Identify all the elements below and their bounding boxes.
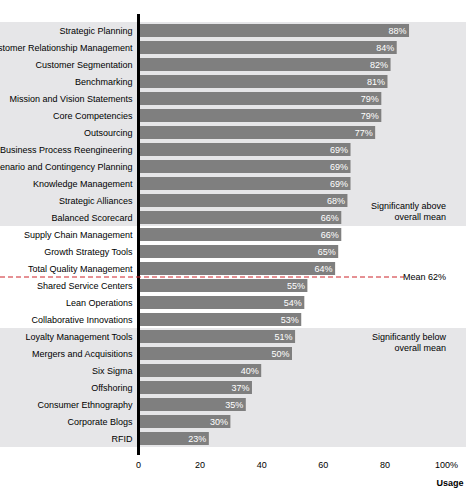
svg-text:84%: 84%: [376, 43, 394, 53]
svg-text:0: 0: [136, 460, 141, 470]
svg-text:Strategic Alliances: Strategic Alliances: [59, 196, 133, 206]
svg-text:Benchmarking: Benchmarking: [75, 77, 133, 87]
svg-text:82%: 82%: [370, 60, 388, 70]
svg-text:Growth Strategy Tools: Growth Strategy Tools: [44, 247, 133, 257]
svg-text:Collaborative Innovations: Collaborative Innovations: [31, 315, 133, 325]
svg-text:51%: 51%: [275, 332, 293, 342]
svg-text:Mergers and Acquisitions: Mergers and Acquisitions: [32, 349, 133, 359]
svg-text:Consumer Ethnography: Consumer Ethnography: [37, 400, 133, 410]
svg-text:50%: 50%: [271, 349, 289, 359]
svg-text:37%: 37%: [231, 383, 249, 393]
svg-text:53%: 53%: [281, 315, 299, 325]
svg-text:66%: 66%: [321, 230, 339, 240]
svg-text:23%: 23%: [188, 434, 206, 444]
svg-text:Six Sigma: Six Sigma: [92, 366, 133, 376]
svg-text:Usage: Usage: [436, 478, 463, 488]
svg-text:66%: 66%: [321, 213, 339, 223]
svg-text:20: 20: [195, 460, 205, 470]
svg-text:69%: 69%: [330, 145, 348, 155]
svg-text:54%: 54%: [284, 298, 302, 308]
svg-text:77%: 77%: [355, 128, 373, 138]
svg-text:40: 40: [257, 460, 267, 470]
svg-text:80: 80: [380, 460, 390, 470]
svg-text:69%: 69%: [330, 179, 348, 189]
svg-text:69%: 69%: [330, 162, 348, 172]
svg-text:81%: 81%: [367, 77, 385, 87]
svg-text:Mean 62%: Mean 62%: [403, 272, 446, 282]
svg-text:Significantly belowoverall mea: Significantly belowoverall mean: [372, 332, 447, 353]
svg-text:Strategic Planning: Strategic Planning: [59, 26, 132, 36]
svg-text:RFID: RFID: [112, 434, 133, 444]
svg-text:55%: 55%: [287, 281, 305, 291]
svg-text:Lean Operations: Lean Operations: [66, 298, 133, 308]
svg-text:Balanced Scorecard: Balanced Scorecard: [51, 213, 132, 223]
svg-text:Shared Service Centers: Shared Service Centers: [37, 281, 133, 291]
svg-text:35%: 35%: [225, 400, 243, 410]
svg-text:Customer Relationship Manageme: Customer Relationship Management: [0, 43, 133, 53]
svg-text:68%: 68%: [327, 196, 345, 206]
svg-text:Mission and Vision Statements: Mission and Vision Statements: [10, 94, 133, 104]
svg-text:Total Quality Management: Total Quality Management: [28, 264, 133, 274]
svg-text:100%: 100%: [435, 460, 458, 470]
svg-text:Business Process Reengineering: Business Process Reengineering: [0, 145, 133, 155]
svg-text:Significantly aboveoverall mea: Significantly aboveoverall mean: [371, 201, 446, 222]
svg-text:65%: 65%: [318, 247, 336, 257]
svg-text:Outsourcing: Outsourcing: [84, 128, 133, 138]
svg-text:Knowledge Management: Knowledge Management: [33, 179, 133, 189]
svg-text:30%: 30%: [210, 417, 228, 427]
svg-text:40%: 40%: [241, 366, 259, 376]
svg-text:Corporate Blogs: Corporate Blogs: [67, 417, 133, 427]
svg-text:Supply Chain Management: Supply Chain Management: [24, 230, 133, 240]
svg-text:Offshoring: Offshoring: [91, 383, 132, 393]
svg-text:Core Competencies: Core Competencies: [53, 111, 133, 121]
svg-text:Loyalty Management Tools: Loyalty Management Tools: [26, 332, 133, 342]
svg-text:88%: 88%: [389, 26, 407, 36]
svg-text:Scenario and Contingency Plann: Scenario and Contingency Planning: [0, 162, 133, 172]
svg-text:64%: 64%: [315, 264, 333, 274]
svg-text:79%: 79%: [361, 111, 379, 121]
svg-text:60: 60: [318, 460, 328, 470]
svg-text:Customer Segmentation: Customer Segmentation: [35, 60, 132, 70]
svg-text:79%: 79%: [361, 94, 379, 104]
